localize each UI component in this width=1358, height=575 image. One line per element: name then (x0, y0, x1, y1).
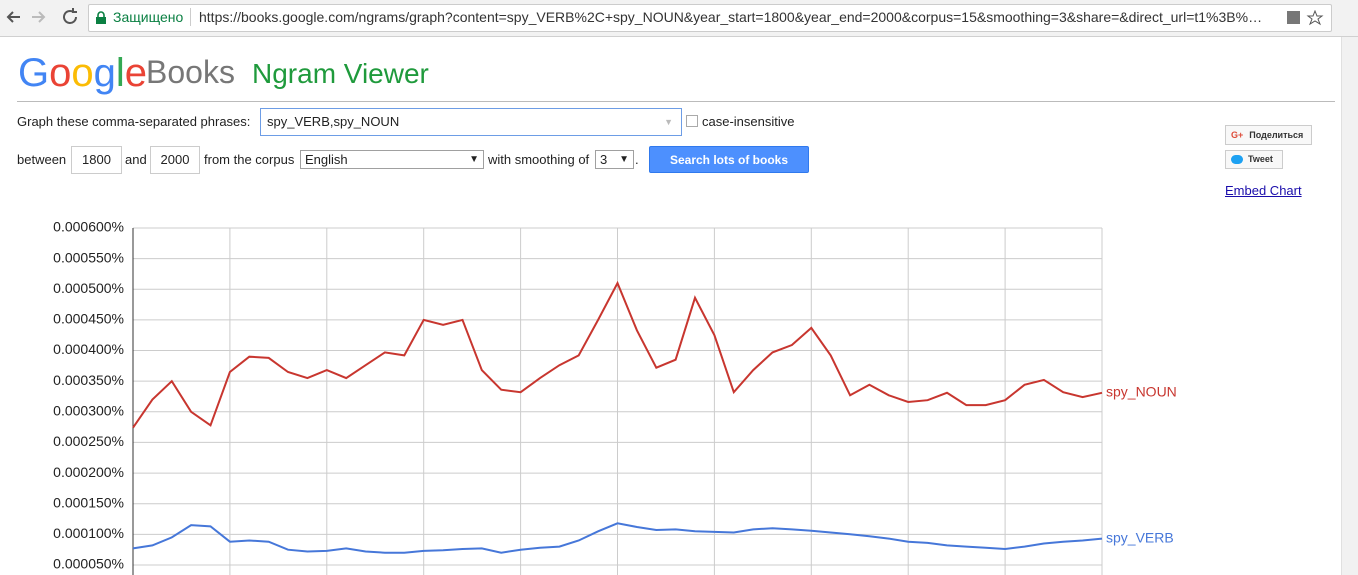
phrases-input[interactable]: spy_VERB,spy_NOUN ▼ (260, 108, 682, 136)
gplus-icon: G+ (1231, 130, 1244, 140)
select-arrow: ▼ (619, 154, 629, 165)
product: Books (146, 54, 235, 90)
forward-button[interactable] (32, 11, 46, 23)
corpus-select[interactable]: English ▼ (300, 150, 484, 169)
y-tick-label: 0.000600% (53, 219, 124, 235)
y-tick-label: 0.000550% (53, 249, 124, 265)
between-label: between (17, 152, 67, 167)
y-tick-label: 0.000350% (53, 372, 124, 388)
scrollbar (1341, 37, 1358, 575)
chart: 0.000050% 0.000100% 0.000150% 0.000200% 0.00… (53, 219, 1177, 575)
phrases-label: Graph these comma-separated phrases: (17, 114, 251, 129)
separator (190, 8, 191, 26)
search-button[interactable]: Search lots of books (649, 146, 809, 173)
share-button[interactable]: G+ Поделиться (1225, 125, 1312, 145)
case-label: case-insensitive (702, 114, 795, 129)
browser-bar: Защищено https://books.google.com/ngrams… (0, 0, 1358, 37)
twitter-icon (1231, 155, 1243, 165)
corpus-label: from the corpus (204, 152, 295, 167)
series-label: spy_NOUN (1106, 384, 1177, 400)
y-tick-label: 0.000450% (53, 311, 124, 327)
logo-letter: G (18, 51, 49, 95)
logo: Google (18, 51, 146, 95)
y-tick-label: 0.000300% (53, 403, 124, 419)
logo-letter: o (49, 51, 71, 95)
select-arrow: ▼ (469, 154, 479, 165)
secure-label: Защищено (113, 9, 184, 25)
logo-letter: o (71, 51, 93, 95)
y-tick-label: 0.000050% (53, 556, 124, 572)
smoothing-value: 3 (600, 152, 608, 167)
translate-icon[interactable] (1287, 11, 1300, 24)
back-button[interactable] (6, 11, 20, 23)
logo-letter: e (125, 51, 146, 95)
y-tick-label: 0.000150% (53, 494, 124, 510)
tweet-button[interactable]: Tweet (1225, 150, 1283, 169)
y-tick-label: 0.000400% (53, 341, 124, 357)
url: https://books.google.com/ngrams/graph?co… (199, 9, 1263, 25)
bookmark-star[interactable] (1306, 10, 1324, 26)
header-rule (17, 101, 1335, 102)
y-tick-label: 0.000500% (53, 280, 124, 296)
and-label: and (125, 152, 147, 167)
line (132, 280, 1103, 429)
reload-button[interactable] (63, 8, 77, 24)
period: . (635, 152, 639, 167)
smoothing-label: with smoothing of (488, 152, 590, 167)
logo-text: Google (18, 51, 146, 95)
address-icons (1287, 10, 1324, 26)
lock-icon (96, 11, 106, 24)
smoothing-select[interactable]: 3 ▼ (595, 150, 634, 169)
logo-letter: l (116, 51, 125, 95)
phrases-value: spy_VERB,spy_NOUN (267, 114, 400, 129)
series-label: spy_VERB (1106, 529, 1174, 545)
page-title: Ngram Viewer (252, 58, 429, 89)
case-checkbox[interactable] (686, 115, 698, 127)
dropdown-arrow: ▼ (664, 117, 673, 127)
line (132, 522, 1103, 554)
year-end-input[interactable]: 2000 (150, 146, 200, 174)
share-label: Поделиться (1249, 130, 1304, 140)
corpus-value: English (305, 152, 348, 167)
address-box[interactable]: Защищено https://books.google.com/ngrams… (88, 4, 1332, 32)
logo-letter: g (94, 51, 116, 95)
tweet-label: Tweet (1248, 154, 1273, 164)
embed-link[interactable]: Embed Chart (1225, 183, 1302, 198)
y-tick-label: 0.000100% (53, 525, 124, 541)
nav-buttons (6, 8, 77, 24)
y-tick-label: 0.000200% (53, 464, 124, 480)
y-tick-label: 0.000250% (53, 433, 124, 449)
year-start-input[interactable]: 1800 (71, 146, 122, 174)
